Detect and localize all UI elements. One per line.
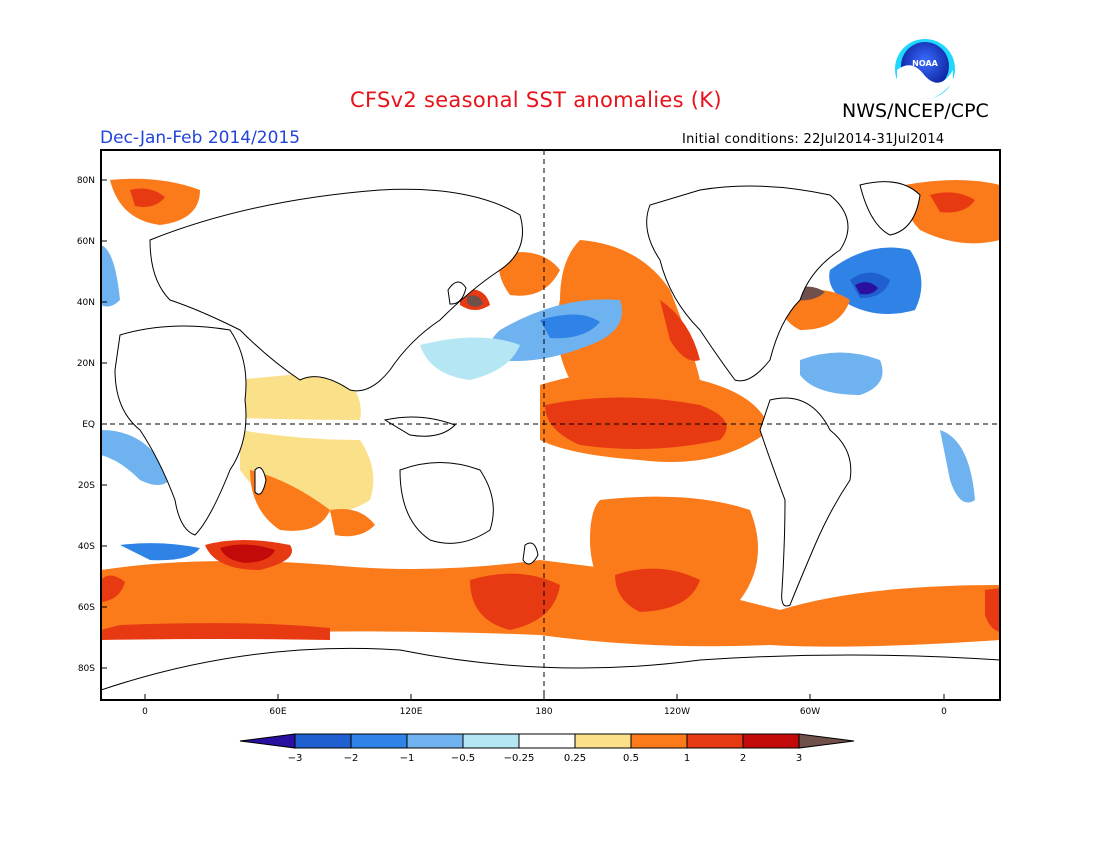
colorbar-label: 0.5 (623, 753, 639, 764)
colorbar-label: −3 (288, 753, 303, 764)
noaa-logo-text: NOAA (912, 59, 938, 68)
longitude-axis: 0 60E 120E 180 120W 60W 0 (142, 694, 947, 717)
lon-tick-label: 0 (941, 707, 947, 717)
colorbar-max-arrow (798, 733, 855, 749)
noaa-logo: NOAA (895, 39, 955, 100)
continents (101, 181, 1000, 700)
lon-tick-label: 60W (800, 707, 820, 717)
southern-ocean-cool (101, 430, 975, 561)
colorbar-label: 3 (796, 753, 802, 764)
lon-tick-label: 180 (535, 707, 552, 717)
colorbar-label: −0.25 (504, 753, 535, 764)
indonesia (383, 416, 456, 437)
equatorial-pacific-warm (460, 240, 770, 462)
initial-conditions-label: Initial conditions: 22Jul2014-31Jul2014 (682, 132, 945, 147)
australia (399, 462, 494, 544)
south-america (759, 397, 852, 607)
north-america (646, 185, 849, 382)
colorbar-bin (350, 733, 408, 749)
lon-tick-label: 0 (142, 707, 148, 717)
colorbar-label: −1 (400, 753, 415, 764)
japan (447, 281, 467, 305)
colorbar-bin (518, 733, 576, 749)
lat-tick-label: 80S (78, 664, 95, 674)
lat-tick-label: 20N (77, 359, 95, 369)
lat-tick-label: 20S (78, 481, 95, 491)
lon-tick-label: 120W (664, 707, 690, 717)
colorbar-label: 1 (684, 753, 690, 764)
lat-tick-label: 40S (78, 542, 95, 552)
lat-tick-label: 60S (78, 603, 95, 613)
indian-ocean-warm (235, 370, 375, 537)
anomaly-field (101, 150, 1000, 700)
colorbar: −3 −2 −1 −0.5 −0.25 0.25 0.5 1 2 3 (239, 733, 855, 764)
colorbar-label: 2 (740, 753, 746, 764)
season-label: Dec-Jan-Feb 2014/2015 (100, 128, 301, 148)
africa (114, 325, 247, 536)
north-atlantic-cool (101, 245, 922, 395)
lat-tick-label: EQ (82, 420, 95, 430)
colorbar-bin (630, 733, 688, 749)
lat-tick-label: 60N (77, 237, 95, 247)
eurasia (149, 188, 523, 392)
colorbar-bin (294, 733, 352, 749)
map-frame (100, 149, 1001, 701)
colorbar-min-arrow (239, 733, 296, 749)
lon-tick-label: 120E (400, 707, 423, 717)
colorbar-bin (686, 733, 744, 749)
agency-label: NWS/NCEP/CPC (842, 100, 989, 122)
lon-tick-label: 60E (269, 707, 286, 717)
colorbar-label: −0.5 (451, 753, 475, 764)
colorbar-bin (462, 733, 520, 749)
colorbar-bin (406, 733, 464, 749)
new-zealand (522, 542, 539, 565)
lat-tick-label: 40N (77, 298, 95, 308)
greenland (859, 181, 921, 236)
chart-title: CFSv2 seasonal SST anomalies (K) (350, 88, 722, 112)
latitude-axis: 80N 60N 40N 20N EQ 20S 40S 60S 80S (77, 176, 107, 674)
madagascar (254, 467, 267, 495)
colorbar-label: −2 (344, 753, 359, 764)
colorbar-bin (574, 733, 632, 749)
south-pacific-warm (470, 496, 758, 630)
antarctica (101, 647, 1000, 700)
colorbar-label: 0.25 (564, 753, 586, 764)
colorbar-bin (742, 733, 800, 749)
lat-tick-label: 80N (77, 176, 95, 186)
north-pacific-cool (420, 299, 622, 380)
